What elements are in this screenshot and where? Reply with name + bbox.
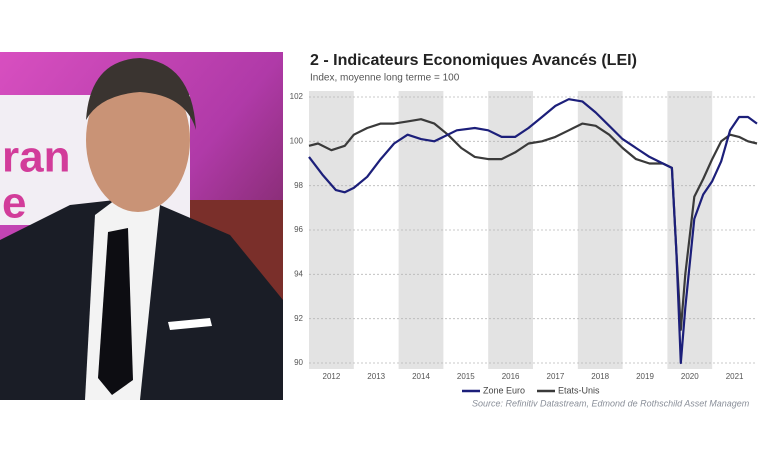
face [86,68,190,212]
legend-label: Zone Euro [483,385,525,395]
y-tick-label: 102 [290,92,304,101]
x-tick-label: 2020 [681,372,699,381]
y-tick-label: 100 [290,136,304,145]
x-tick-label: 2019 [636,372,654,381]
shaded-band [309,91,354,369]
y-tick-label: 96 [294,225,303,234]
y-tick-label: 90 [294,358,303,367]
x-tick-label: 2016 [502,372,520,381]
x-tick-label: 2015 [457,372,475,381]
x-tick-label: 2021 [726,372,744,381]
chart-subtitle: Index, moyenne long terme = 100 [310,73,460,84]
x-tick-label: 2014 [412,372,430,381]
y-tick-label: 94 [294,269,303,278]
x-tick-label: 2018 [591,372,609,381]
series-line [308,118,758,331]
x-tick-label: 2012 [323,372,341,381]
photo: ran e [0,52,283,400]
series-line [308,98,758,365]
hair [86,58,196,130]
screen-text: e [2,179,26,228]
chart-title: 2 - Indicateurs Economiques Avancés (LEI… [310,52,637,69]
y-tick-label: 98 [294,181,303,190]
pocket-square [168,318,212,330]
tie [98,228,133,395]
screen-text: ran [2,133,70,182]
x-tick-label: 2017 [547,372,565,381]
x-tick-label: 2013 [367,372,385,381]
source: Source: Refinitiv Datastream, Edmond de … [472,398,750,408]
legend-label: Etats-Unis [558,385,600,395]
y-tick-label: 92 [294,314,303,323]
